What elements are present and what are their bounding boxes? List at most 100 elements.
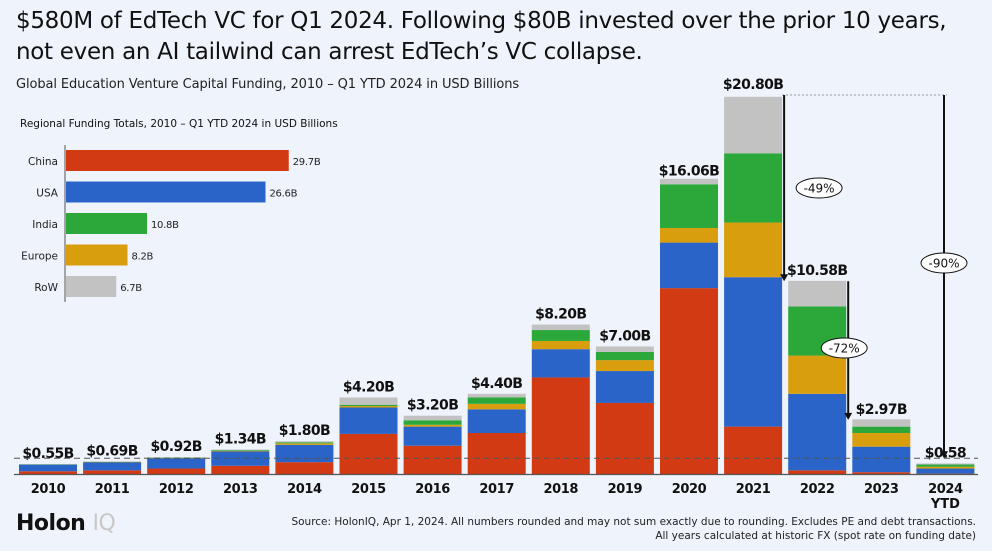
x-tick-label: 2020	[672, 482, 707, 497]
annotation-49-label: -49%	[804, 182, 835, 196]
annotation-72-label: -72%	[829, 342, 860, 356]
bar-segment-china-2023	[852, 472, 911, 474]
bar-total-label: $2.97B	[856, 402, 907, 418]
x-tick-label: 2014	[287, 482, 322, 497]
bar-segment-row-2018	[531, 324, 590, 331]
bar-segment-china-2010	[19, 471, 77, 474]
chart-subtitle: Global Education Venture Capital Funding…	[16, 77, 520, 92]
bar-segment-usa-2021	[724, 277, 783, 427]
bar-segment-europe-2019	[595, 360, 654, 372]
x-tick-label: 2012	[159, 482, 194, 497]
bar-segment-india-2019	[595, 351, 654, 361]
bar-total-label: $7.00B	[599, 328, 650, 344]
bar-segment-usa-2019	[595, 371, 654, 403]
bar-segment-europe-2021	[724, 222, 783, 278]
bar-total-label: $0.69B	[86, 443, 137, 459]
bar-segment-india-2017	[467, 397, 526, 404]
x-tick-label: 2015	[351, 482, 386, 497]
inset-category-label: Europe	[21, 251, 58, 263]
logo-accent-text: IQ	[92, 511, 116, 536]
bar-total-label: $20.80B	[723, 77, 784, 93]
annotation-90-label: -90%	[928, 257, 959, 271]
bar-segment-china-2011	[83, 470, 142, 474]
inset-value-label: 29.7B	[293, 157, 321, 168]
bar-segment-europe-2020	[660, 228, 718, 243]
inset-category-label: USA	[36, 188, 59, 200]
bar-segment-china-2022	[788, 470, 847, 474]
bar-segment-row-2013	[211, 449, 270, 451]
bar-segment-india-2021	[724, 153, 783, 223]
annotation-90-bubble	[920, 252, 968, 274]
bar-segment-usa-2011	[83, 461, 142, 471]
bar-segment-row-2012	[147, 457, 206, 458]
bar-segment-india-2014	[275, 442, 334, 444]
bar-total-label: $1.34B	[215, 432, 266, 448]
bar-segment-india-2015	[339, 404, 398, 407]
bar-total-label: $0.92B	[151, 439, 202, 455]
bar-total-label: $4.20B	[343, 379, 394, 395]
x-tick-label: 2017	[479, 482, 514, 497]
bar-segment-india-2013	[211, 449, 270, 451]
bar-segment-china-2021	[724, 426, 783, 474]
inset-value-label: 10.8B	[151, 220, 179, 231]
bar-segment-row-2021	[724, 96, 783, 154]
bar-segment-europe-2017	[467, 403, 526, 410]
x-tick-label-suffix: YTD	[930, 497, 960, 512]
bar-segment-row-2011	[83, 461, 142, 463]
bar-segment-row-2023	[852, 419, 911, 427]
bar-segment-china-2013	[211, 465, 270, 474]
x-tick-label: 2013	[223, 482, 258, 497]
bar-segment-row-2020	[660, 178, 718, 185]
source-line-2: All years calculated at historic FX (spo…	[655, 530, 976, 542]
bar-segment-india-2018	[531, 330, 590, 341]
bar-segment-row-2015	[339, 397, 398, 405]
x-tick-label: 2024	[928, 482, 963, 497]
x-tick-label: 2019	[608, 482, 643, 497]
x-tick-label: 2022	[800, 482, 835, 497]
bar-segment-europe-2015	[339, 406, 398, 408]
inset-bar-europe	[66, 244, 128, 266]
bar-total-label: $10.58B	[787, 263, 848, 279]
bar-total-label: $8.20B	[535, 307, 586, 323]
page-title: $580M of EdTech VC for Q1 2024. Followin…	[16, 8, 947, 65]
inset-bar-row	[66, 276, 117, 297]
inset-bar-india	[66, 213, 147, 234]
x-tick-label: 2016	[415, 482, 450, 497]
x-tick-label: 2011	[95, 482, 130, 497]
bar-segment-usa-2015	[339, 407, 398, 434]
bar-segment-usa-2014	[275, 444, 334, 463]
x-tick-label: 2023	[864, 482, 899, 497]
bar-segment-europe-2013	[211, 450, 270, 452]
bar-segment-china-2018	[531, 377, 590, 474]
source-note: Source: HolonIQ, Apr 1, 2024. All number…	[291, 515, 976, 543]
bar-segment-usa-2012	[147, 457, 206, 469]
x-tick-label: 2018	[544, 482, 579, 497]
inset-category-label: China	[28, 156, 58, 168]
bar-total-label: $3.20B	[407, 398, 458, 414]
bar-segment-usa-2022	[788, 393, 847, 471]
bar-segment-usa-2024-ytd	[916, 468, 975, 474]
x-tick-label: 2021	[736, 482, 771, 497]
annotation-arrow-72-head	[844, 412, 853, 420]
logo-main-text: Holon	[16, 511, 86, 536]
bar-segment-europe-2014	[275, 443, 334, 445]
bar-segment-row-2014	[275, 441, 334, 443]
bar-segment-usa-2017	[467, 409, 526, 434]
bar-segment-china-2017	[467, 433, 526, 474]
bar-segment-usa-2016	[403, 426, 462, 446]
bar-segment-usa-2020	[660, 242, 718, 289]
bar-segment-china-2016	[403, 445, 462, 474]
bar-segment-europe-2022	[788, 355, 847, 394]
inset-category-label: India	[32, 219, 58, 231]
bar-segment-row-2024-ytd	[916, 463, 975, 465]
bar-segment-china-2012	[147, 468, 206, 474]
bar-segment-row-2016	[403, 415, 462, 421]
bar-segment-china-2019	[595, 402, 654, 474]
inset-bar-china	[66, 150, 289, 171]
bar-total-label: $16.06B	[659, 163, 720, 179]
bar-segment-europe-2018	[531, 340, 590, 350]
bar-segment-row-2010	[19, 463, 77, 465]
annotation-arrow-49-head	[780, 274, 789, 282]
bar-segment-usa-2018	[531, 349, 590, 378]
